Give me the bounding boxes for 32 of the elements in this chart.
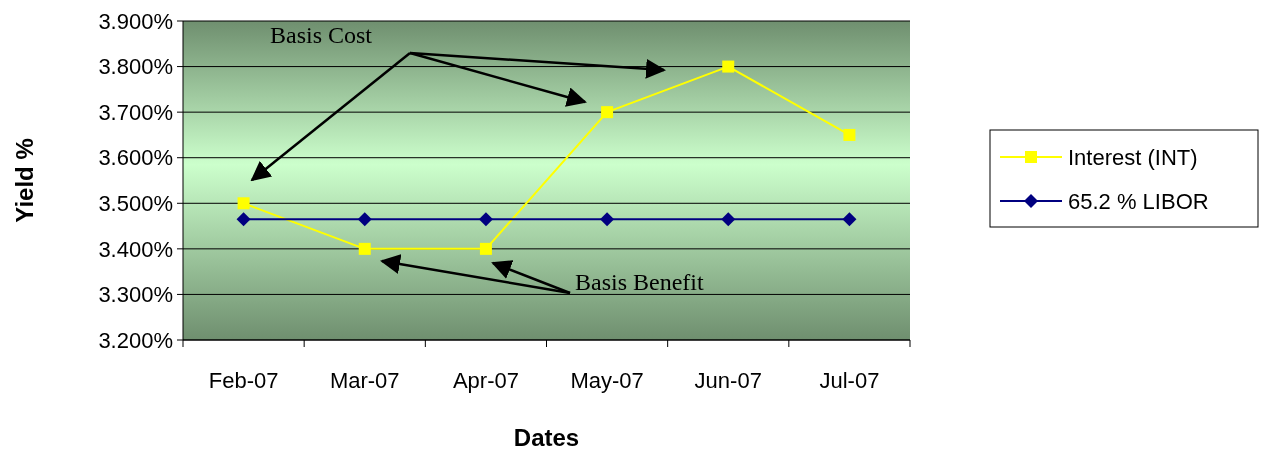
annotation: Basis Benefit <box>575 269 704 295</box>
y-tick-label: 3.200% <box>98 327 173 353</box>
point <box>236 212 251 227</box>
y-tick-label: 3.500% <box>98 190 173 216</box>
point <box>479 242 492 255</box>
x-axis-title: Dates <box>513 424 580 451</box>
x-tick-label: Feb-07 <box>208 368 279 393</box>
y-tick-label: 3.600% <box>98 145 173 171</box>
legend-label: Interest (INT) <box>1068 144 1198 170</box>
point <box>722 60 735 73</box>
x-tick-label: Jul-07 <box>819 368 880 393</box>
y-tick-label: 3.300% <box>98 282 173 308</box>
y-tick-label: 3.800% <box>98 54 173 80</box>
x-tick-label: Jun-07 <box>694 368 762 393</box>
point <box>357 212 372 227</box>
x-tick-label: May-07 <box>570 368 644 393</box>
point <box>842 212 857 227</box>
y-tick-label: 3.400% <box>98 236 173 262</box>
y-axis-title: Yield % <box>11 138 38 223</box>
point <box>478 212 493 227</box>
x-tick-label: Apr-07 <box>452 368 519 393</box>
x-tick-label: Mar-07 <box>329 368 400 393</box>
legend-label: 65.2 % LIBOR <box>1068 188 1209 214</box>
y-tick-label: 3.900% <box>98 8 173 34</box>
point <box>601 106 614 119</box>
point <box>237 197 250 210</box>
point <box>721 212 736 227</box>
y-tick-label: 3.700% <box>98 99 173 125</box>
annotation: Basis Cost <box>270 22 373 48</box>
point <box>358 242 371 255</box>
point <box>843 128 856 141</box>
point <box>600 212 615 227</box>
